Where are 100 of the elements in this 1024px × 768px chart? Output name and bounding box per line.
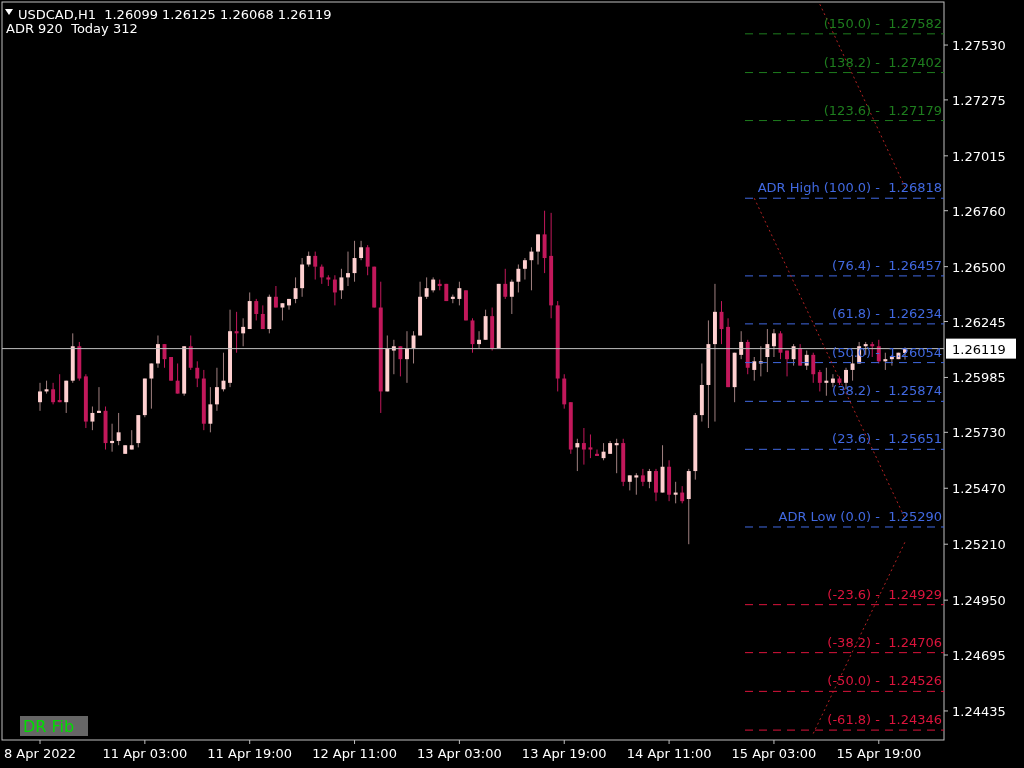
candlestick	[254, 298, 259, 321]
annotation: (123.6) - 1.27179	[823, 102, 942, 118]
annotation: ADR High (100.0) - 1.26818	[757, 180, 942, 196]
candlestick	[542, 210, 547, 274]
candlestick	[673, 481, 678, 504]
x-tick-label: 11 Apr 03:00	[102, 746, 188, 761]
candlestick	[647, 468, 652, 489]
candlestick	[739, 330, 744, 360]
candlestick	[129, 429, 134, 451]
candlestick	[811, 352, 816, 384]
candlestick	[398, 345, 403, 377]
annotation: (138.2) - 1.27402	[823, 54, 942, 70]
candlestick	[522, 257, 527, 281]
candlestick	[214, 367, 219, 412]
annotation: ADR Low (0.0) - 1.25290	[778, 508, 942, 524]
y-tick-label: 1.24950	[952, 593, 1006, 609]
y-tick-label: 1.27530	[952, 38, 1006, 54]
candlestick	[38, 382, 42, 412]
candlestick	[234, 311, 239, 354]
candlestick	[352, 240, 357, 283]
y-tick-label: 1.27275	[952, 92, 1006, 108]
candlestick	[752, 356, 757, 382]
candlestick	[588, 433, 593, 459]
candlestick	[575, 438, 580, 472]
candlestick	[640, 468, 645, 487]
candlestick	[483, 309, 488, 341]
candlestick	[346, 251, 350, 287]
y-tick-label: 1.27015	[952, 148, 1006, 164]
text: ADR 920 Today 312	[6, 21, 138, 36]
annotation: (-38.2) - 1.24706	[827, 634, 942, 650]
y-tick-label: 1.25210	[952, 537, 1006, 553]
x-tick-label: 14 Apr 11:00	[626, 746, 712, 761]
candlestick	[365, 244, 370, 276]
candlestick	[57, 373, 62, 403]
candlestick	[581, 427, 586, 466]
candlestick	[765, 328, 770, 373]
annotation: (76.4) - 1.26457	[832, 257, 942, 273]
candlestick	[175, 362, 180, 395]
y-tick-label: 1.26245	[952, 314, 1006, 330]
y-tick-label: 1.26760	[952, 203, 1006, 219]
x-tick-label: 11 Apr 19:00	[207, 746, 293, 761]
candlestick	[116, 412, 121, 446]
y-tick-label: 1.25985	[952, 370, 1006, 386]
candlestick	[97, 386, 101, 414]
candlestick	[536, 233, 540, 265]
candlestick	[195, 360, 200, 388]
candlestick	[457, 281, 462, 306]
candlestick	[477, 330, 482, 349]
annotation: (23.6) - 1.25651	[832, 431, 942, 447]
candlestick	[293, 276, 298, 304]
candlestick	[516, 264, 521, 293]
candlestick	[273, 285, 278, 309]
candlestick	[64, 380, 69, 414]
candlestick	[110, 423, 115, 453]
candlestick	[208, 386, 213, 433]
candlestick	[359, 240, 364, 261]
candlestick	[817, 369, 822, 392]
y-tick-label: 1.25470	[952, 481, 1006, 497]
candlestick	[791, 343, 796, 367]
y-tick-label: 1.24435	[952, 703, 1006, 719]
candlestick	[804, 350, 809, 371]
x-tick-label: 15 Apr 03:00	[731, 746, 817, 761]
candlestick	[391, 339, 396, 375]
candlestick	[798, 343, 803, 367]
y-tick-label: 1.24695	[952, 648, 1006, 664]
candlestick	[90, 406, 95, 431]
candlestick	[424, 276, 429, 300]
annotation: (-50.0) - 1.24526	[827, 673, 942, 689]
annotation: (150.0) - 1.27582	[823, 15, 942, 31]
candlestick	[287, 298, 291, 311]
x-tick-label: 13 Apr 03:00	[417, 746, 502, 761]
candlestick	[339, 268, 344, 300]
x-tick-label: 13 Apr 19:00	[521, 746, 607, 761]
candlestick	[155, 335, 160, 369]
chart-title: USDCAD,H1 1.26099 1.26125 1.26068 1.26119	[18, 7, 332, 22]
candlestick	[169, 356, 174, 382]
candlestick	[241, 317, 246, 347]
y-tick-label: 1.26500	[952, 259, 1006, 275]
candlestick	[824, 367, 829, 397]
candlestick	[149, 362, 154, 410]
x-tick-label: 8 Apr 2022	[3, 746, 77, 761]
candlestick	[188, 335, 193, 371]
annotation: (38.2) - 1.25874	[832, 383, 942, 399]
annotation: DR Fib	[23, 717, 75, 736]
candlestick	[595, 449, 599, 457]
candlestick	[503, 268, 508, 300]
candlestick	[319, 264, 324, 285]
candlestick	[509, 279, 514, 315]
candlestick	[830, 373, 835, 388]
ref-line-label: 1.26119	[952, 341, 1006, 357]
candlestick	[654, 468, 658, 502]
x-tick-label: 15 Apr 19:00	[836, 746, 922, 761]
x-tick-label: 12 Apr 11:00	[312, 746, 397, 761]
candlestick	[771, 328, 776, 358]
candlestick	[614, 438, 619, 474]
candlestick	[313, 251, 318, 281]
candlestick	[405, 330, 409, 384]
candlestick	[634, 472, 639, 496]
candlestick	[51, 382, 56, 405]
candlestick	[785, 350, 790, 377]
